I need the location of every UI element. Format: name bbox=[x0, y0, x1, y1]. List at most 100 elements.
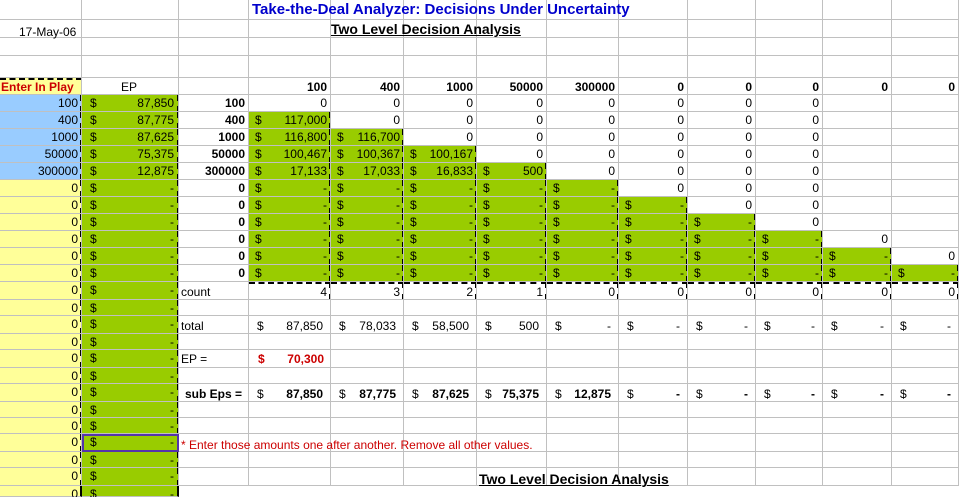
grid-cell[interactable] bbox=[688, 197, 756, 214]
grid-cell[interactable] bbox=[331, 300, 404, 316]
grid-cell[interactable] bbox=[477, 163, 547, 180]
grid-cell[interactable] bbox=[823, 112, 892, 129]
grid-cell[interactable] bbox=[756, 384, 823, 402]
grid-cell[interactable] bbox=[179, 112, 249, 129]
grid-cell[interactable] bbox=[823, 248, 892, 265]
grid-cell[interactable] bbox=[0, 452, 82, 468]
grid-cell[interactable] bbox=[179, 78, 249, 95]
grid-cell[interactable] bbox=[249, 434, 331, 452]
grid-cell[interactable] bbox=[331, 163, 404, 180]
grid-cell[interactable] bbox=[404, 214, 477, 231]
grid-cell[interactable] bbox=[179, 248, 249, 265]
grid-cell[interactable] bbox=[823, 468, 892, 486]
grid-cell[interactable] bbox=[756, 452, 823, 468]
grid-cell[interactable] bbox=[179, 129, 249, 146]
grid-cell[interactable] bbox=[823, 163, 892, 180]
grid-cell[interactable] bbox=[477, 129, 547, 146]
grid-cell[interactable] bbox=[477, 316, 547, 334]
grid-cell[interactable] bbox=[331, 434, 404, 452]
grid-cell[interactable] bbox=[82, 350, 179, 368]
grid-cell[interactable] bbox=[179, 56, 249, 78]
grid-cell[interactable] bbox=[892, 231, 959, 248]
grid-cell[interactable] bbox=[547, 384, 619, 402]
grid-cell[interactable] bbox=[619, 316, 688, 334]
grid-cell[interactable] bbox=[547, 214, 619, 231]
grid-cell[interactable] bbox=[756, 368, 823, 384]
grid-cell[interactable] bbox=[249, 334, 331, 350]
grid-cell[interactable] bbox=[547, 78, 619, 95]
grid-cell[interactable] bbox=[688, 434, 756, 452]
grid-cell[interactable] bbox=[756, 197, 823, 214]
grid-cell[interactable] bbox=[0, 163, 82, 180]
grid-cell[interactable] bbox=[0, 282, 82, 300]
grid-cell[interactable] bbox=[619, 265, 688, 282]
grid-cell[interactable] bbox=[547, 129, 619, 146]
grid-cell[interactable] bbox=[688, 384, 756, 402]
grid-cell[interactable] bbox=[619, 434, 688, 452]
grid-cell[interactable] bbox=[823, 56, 892, 78]
grid-cell[interactable] bbox=[892, 180, 959, 197]
grid-cell[interactable] bbox=[331, 350, 404, 368]
grid-cell[interactable] bbox=[179, 350, 249, 368]
grid-cell[interactable] bbox=[82, 248, 179, 265]
amount-input[interactable]: 0 bbox=[71, 249, 78, 263]
grid-cell[interactable] bbox=[404, 180, 477, 197]
amount-input[interactable]: 0 bbox=[71, 351, 78, 365]
grid-cell[interactable] bbox=[688, 334, 756, 350]
grid-cell[interactable] bbox=[404, 38, 477, 56]
grid-cell[interactable] bbox=[249, 418, 331, 434]
grid-cell[interactable] bbox=[404, 231, 477, 248]
grid-cell[interactable] bbox=[619, 384, 688, 402]
grid-cell[interactable] bbox=[404, 300, 477, 316]
grid-cell[interactable] bbox=[892, 38, 959, 56]
grid-cell[interactable] bbox=[331, 231, 404, 248]
grid-cell[interactable] bbox=[82, 0, 179, 20]
grid-cell[interactable] bbox=[688, 468, 756, 486]
grid-cell[interactable] bbox=[547, 265, 619, 282]
grid-cell[interactable] bbox=[331, 180, 404, 197]
grid-cell[interactable] bbox=[619, 20, 688, 38]
grid-cell[interactable] bbox=[249, 0, 331, 20]
ep-result[interactable]: 70,300 bbox=[287, 352, 324, 366]
grid-cell[interactable] bbox=[892, 163, 959, 180]
grid-cell[interactable] bbox=[82, 180, 179, 197]
grid-cell[interactable] bbox=[756, 78, 823, 95]
grid-cell[interactable] bbox=[547, 334, 619, 350]
grid-cell[interactable] bbox=[892, 468, 959, 486]
grid-cell[interactable] bbox=[0, 402, 82, 418]
grid-cell[interactable] bbox=[404, 468, 477, 486]
grid-cell[interactable] bbox=[249, 146, 331, 163]
grid-cell[interactable] bbox=[619, 214, 688, 231]
grid-cell[interactable] bbox=[892, 350, 959, 368]
grid-cell[interactable] bbox=[688, 300, 756, 316]
grid-cell[interactable] bbox=[619, 418, 688, 434]
grid-cell[interactable] bbox=[619, 78, 688, 95]
grid-cell[interactable] bbox=[82, 146, 179, 163]
grid-cell[interactable] bbox=[477, 368, 547, 384]
grid-cell[interactable] bbox=[404, 95, 477, 112]
grid-cell[interactable] bbox=[756, 402, 823, 418]
grid-cell[interactable] bbox=[82, 300, 179, 316]
grid-cell[interactable] bbox=[82, 368, 179, 384]
grid-cell[interactable] bbox=[619, 402, 688, 418]
grid-cell[interactable] bbox=[249, 282, 331, 300]
amount-input[interactable]: 0 bbox=[71, 403, 78, 417]
grid-cell[interactable] bbox=[756, 180, 823, 197]
grid-cell[interactable] bbox=[756, 434, 823, 452]
amount-input[interactable]: 0 bbox=[71, 266, 78, 280]
grid-cell[interactable] bbox=[756, 468, 823, 486]
grid-cell[interactable] bbox=[179, 300, 249, 316]
grid-cell[interactable] bbox=[892, 334, 959, 350]
grid-cell[interactable] bbox=[756, 418, 823, 434]
grid-cell[interactable] bbox=[0, 214, 82, 231]
grid-cell[interactable] bbox=[331, 112, 404, 129]
grid-cell[interactable] bbox=[477, 146, 547, 163]
grid-cell[interactable] bbox=[619, 180, 688, 197]
grid-cell[interactable] bbox=[688, 20, 756, 38]
amount-input[interactable]: 0 bbox=[71, 469, 78, 483]
grid-cell[interactable] bbox=[892, 20, 959, 38]
grid-cell[interactable] bbox=[0, 231, 82, 248]
grid-cell[interactable] bbox=[404, 112, 477, 129]
grid-cell[interactable] bbox=[892, 56, 959, 78]
grid-cell[interactable] bbox=[823, 129, 892, 146]
